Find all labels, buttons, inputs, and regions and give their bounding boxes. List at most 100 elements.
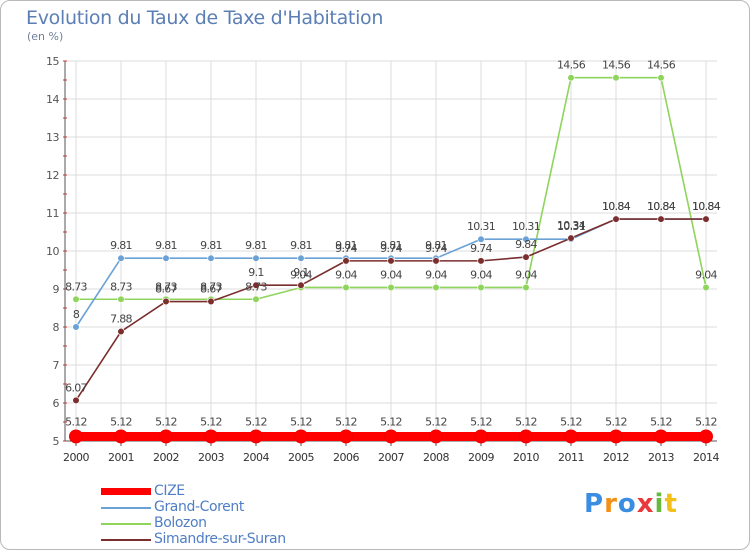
x-tick-label: 2005	[288, 451, 314, 464]
data-label: 10.34	[557, 219, 586, 232]
series-point	[567, 234, 575, 242]
data-label: 9.81	[110, 239, 132, 252]
x-tick-label: 2003	[198, 451, 224, 464]
data-label: 9.81	[380, 239, 402, 252]
data-label: 9.04	[515, 268, 537, 281]
data-label: 5.12	[200, 415, 222, 428]
series-point	[69, 429, 83, 444]
legend-label: CIZE	[154, 483, 185, 499]
y-tick-label: 10	[46, 245, 59, 258]
series-point	[612, 74, 620, 82]
data-label: 5.12	[695, 415, 717, 428]
series-point	[477, 235, 485, 243]
data-label: 14.56	[557, 59, 586, 72]
series-point	[72, 396, 80, 404]
x-tick-label: 2010	[513, 451, 539, 464]
data-label: 9.04	[695, 268, 717, 281]
series-point	[117, 327, 125, 336]
data-label: 9.04	[335, 268, 357, 281]
series-point	[474, 429, 488, 444]
y-tick-label: 13	[46, 131, 59, 144]
series-point	[162, 254, 170, 262]
series-point	[522, 235, 530, 243]
data-label: 10.31	[557, 220, 585, 233]
legend-swatch	[101, 523, 151, 525]
y-tick-label: 15	[46, 55, 59, 68]
x-tick-label: 2004	[243, 451, 269, 464]
series-point	[477, 257, 485, 265]
data-label: 10.84	[602, 200, 631, 213]
data-label: 9.81	[155, 239, 177, 252]
data-label: 5.12	[605, 415, 627, 428]
brand-letter: P	[584, 489, 605, 519]
series-point	[567, 74, 575, 82]
legend-item: Simandre-sur-Suran	[101, 531, 301, 548]
data-label: 10.84	[647, 200, 676, 213]
x-tick-label: 2009	[468, 451, 494, 464]
x-tick-label: 2008	[423, 451, 449, 464]
chart-title: Evolution du Taux de Taxe d'Habitation	[26, 7, 384, 29]
legend-item: Bolozon	[101, 515, 301, 532]
data-label: 10.84	[692, 200, 721, 213]
series-point	[564, 429, 578, 444]
legend-item: Grand-Corent	[101, 499, 301, 516]
series-point	[252, 254, 260, 262]
y-tick-label: 9	[53, 283, 60, 296]
series-point	[522, 253, 530, 261]
y-tick-label: 6	[53, 397, 60, 410]
unit-label: (en %)	[27, 30, 64, 43]
series-point	[657, 74, 665, 82]
series-point	[609, 429, 623, 444]
y-tick-label: 7	[53, 359, 60, 372]
series-point	[702, 215, 710, 223]
data-label: 10.84	[692, 200, 721, 213]
data-label: 9.81	[290, 239, 312, 252]
data-label: 14.56	[647, 59, 676, 72]
series-point	[342, 283, 350, 292]
legend-label: Bolozon	[154, 515, 207, 531]
legend-label: Grand-Corent	[154, 499, 244, 515]
y-tick-label: 5	[53, 435, 60, 448]
data-label: 9.04	[380, 268, 402, 281]
series-point	[657, 215, 665, 223]
legend-swatch	[101, 488, 151, 495]
data-label: 8.73	[200, 280, 222, 293]
x-tick-label: 2000	[63, 451, 89, 464]
series-point	[249, 429, 263, 444]
data-label: 9.81	[245, 239, 267, 252]
series-point	[159, 429, 173, 444]
data-label: 5.12	[515, 415, 537, 428]
data-label: 9.04	[290, 268, 312, 281]
legend: CIZE Grand-Corent Bolozon Simandre-sur-Sura…	[101, 483, 301, 548]
data-label: 9.74	[470, 242, 492, 255]
data-label: 5.12	[425, 415, 447, 428]
data-label: 9.74	[425, 242, 447, 255]
series-point	[387, 283, 395, 292]
legend-swatch	[101, 539, 151, 541]
series-point	[117, 295, 125, 303]
series-point	[114, 429, 128, 444]
x-tick-label: 2013	[648, 451, 674, 464]
x-tick-label: 2001	[108, 451, 134, 464]
series-point	[522, 283, 530, 292]
data-label: 8.73	[65, 280, 87, 293]
data-label: 5.12	[290, 415, 312, 428]
x-tick-label: 2007	[378, 451, 404, 464]
data-label: 6.07	[65, 381, 87, 394]
data-label: 10.31	[467, 220, 495, 233]
y-tick-label: 12	[46, 169, 59, 182]
brand-letter: i	[654, 489, 665, 519]
data-label: 5.12	[470, 415, 492, 428]
x-tick-label: 2002	[153, 451, 179, 464]
data-label: 9.1	[248, 266, 263, 279]
data-label: 14.56	[602, 59, 631, 72]
series-point	[207, 254, 215, 262]
x-tick-label: 2012	[603, 451, 629, 464]
y-tick-label: 8	[53, 321, 60, 334]
data-label: 5.12	[560, 415, 582, 428]
brand-letter: r	[604, 489, 618, 519]
series-point	[252, 281, 260, 289]
data-label: 5.12	[245, 415, 267, 428]
series-point	[297, 254, 305, 262]
